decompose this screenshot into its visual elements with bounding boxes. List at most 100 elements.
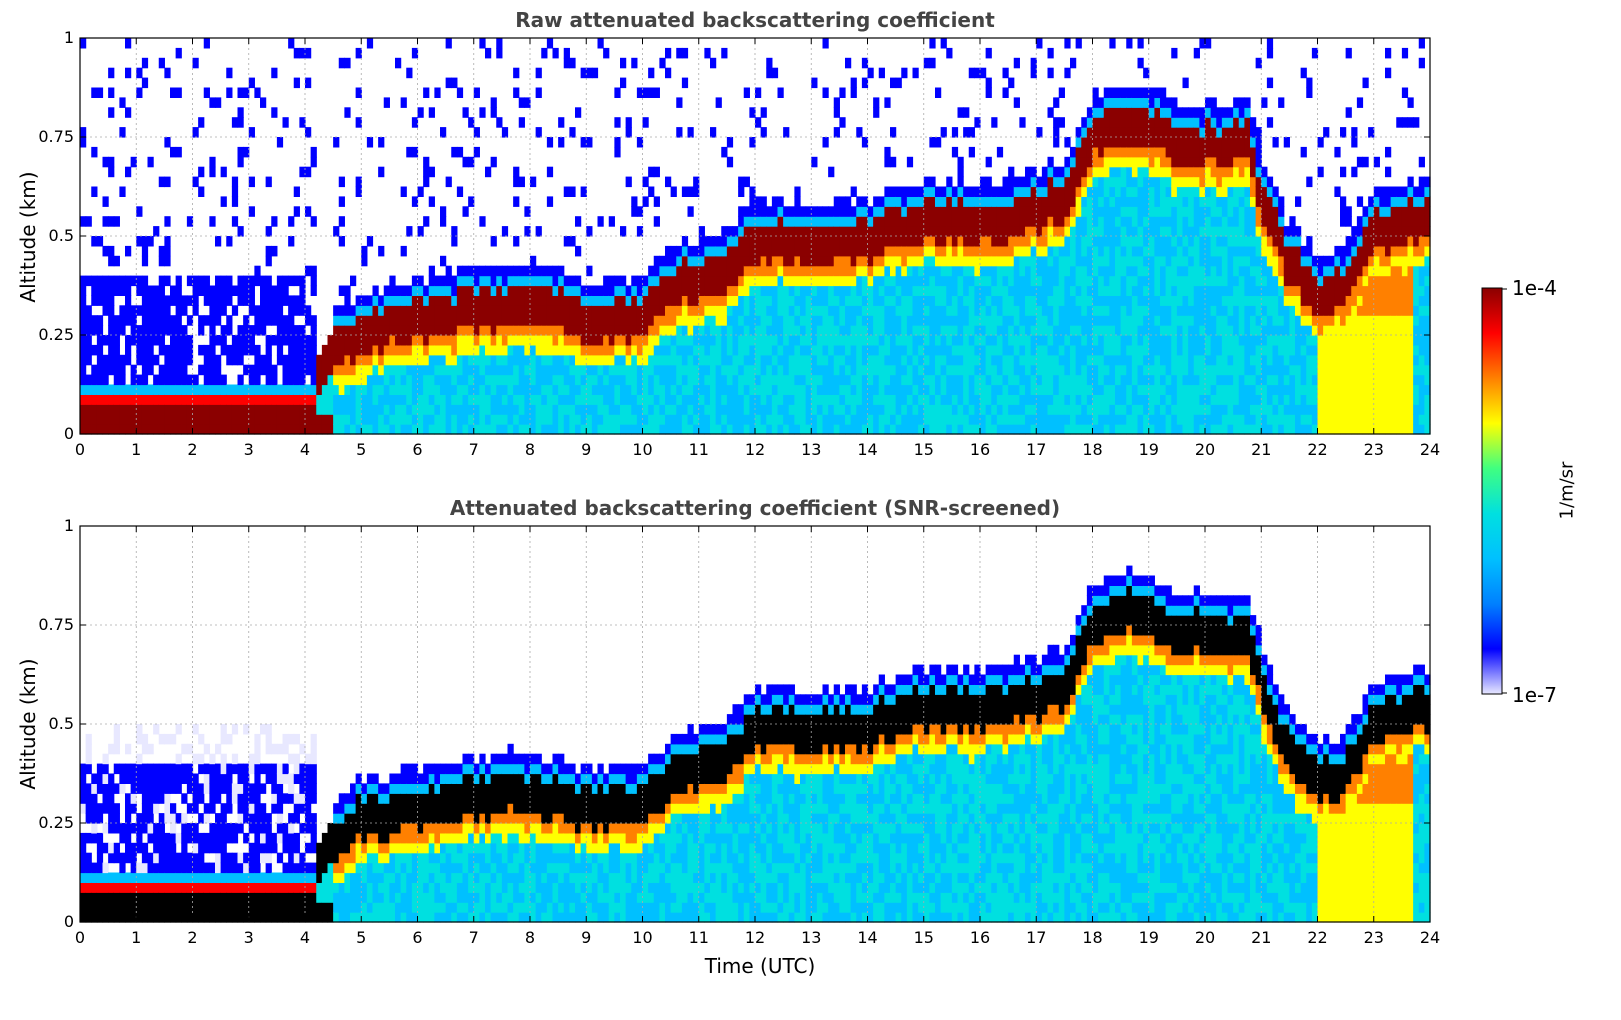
heatmap-cell	[445, 374, 452, 386]
heatmap-cell	[338, 354, 345, 366]
heatmap-cell	[1227, 107, 1234, 118]
heatmap-cell	[440, 424, 447, 435]
heatmap-cell	[912, 285, 919, 296]
heatmap-cell	[1148, 127, 1155, 138]
bottom-panel-xlabel: Time (UTC)	[704, 954, 816, 978]
heatmap-cell	[681, 364, 689, 376]
heatmap-cell	[485, 265, 492, 277]
heatmap-cell	[186, 216, 194, 227]
heatmap-cell	[1148, 354, 1155, 366]
heatmap-cell	[1002, 335, 1009, 346]
heatmap-cell	[884, 335, 891, 346]
heatmap-cell	[1019, 255, 1026, 267]
heatmap-cell	[580, 295, 587, 306]
heatmap-cell	[805, 285, 812, 296]
heatmap-cell	[462, 265, 469, 277]
heatmap-cell	[1255, 364, 1262, 376]
heatmap-cell	[451, 275, 458, 287]
heatmap-cell	[248, 285, 255, 296]
heatmap-cell	[1115, 196, 1122, 207]
heatmap-cell	[940, 404, 947, 415]
heatmap-cell	[929, 236, 936, 247]
heatmap-cell	[715, 255, 722, 267]
heatmap-cell	[203, 285, 210, 296]
heatmap-cell	[558, 285, 565, 296]
heatmap-cell	[1131, 206, 1139, 217]
heatmap-cell	[980, 67, 987, 79]
heatmap-cell	[372, 295, 379, 306]
heatmap-cell	[1126, 384, 1133, 395]
heatmap-cell	[1165, 394, 1172, 405]
heatmap-cell	[1070, 335, 1077, 346]
heatmap-cell	[771, 335, 779, 346]
heatmap-cell	[181, 374, 188, 386]
heatmap-cell	[822, 137, 829, 148]
heatmap-cell	[1182, 245, 1189, 257]
heatmap-cell	[147, 236, 154, 247]
heatmap-cell	[648, 186, 655, 197]
heatmap-cell	[271, 315, 278, 326]
heatmap-cell	[400, 414, 407, 425]
heatmap-cell	[226, 394, 233, 405]
heatmap-cell	[923, 226, 930, 237]
heatmap-cell	[198, 315, 205, 326]
heatmap-cell	[113, 344, 120, 356]
x-tick-label: 3	[243, 928, 254, 947]
heatmap-cell	[1244, 354, 1251, 366]
heatmap-cell	[395, 57, 402, 69]
heatmap-cell	[1013, 265, 1020, 277]
x-tick-label: 24	[1419, 928, 1441, 947]
heatmap-cell	[861, 196, 869, 207]
heatmap-cell	[1103, 414, 1110, 425]
heatmap-cell	[614, 414, 621, 425]
heatmap-cell	[1137, 404, 1144, 415]
heatmap-cell	[1030, 344, 1037, 356]
heatmap-cell	[310, 335, 317, 346]
heatmap-cell	[479, 295, 486, 306]
heatmap-cell	[288, 275, 295, 287]
heatmap-cell	[760, 335, 767, 346]
heatmap-cell	[755, 226, 762, 237]
heatmap-cell	[693, 374, 700, 386]
heatmap-cell	[355, 335, 362, 346]
heatmap-cell	[1103, 394, 1110, 405]
heatmap-cell	[102, 374, 109, 386]
heatmap-cell	[501, 354, 509, 366]
heatmap-cell	[963, 424, 970, 435]
heatmap-cell	[1098, 206, 1105, 217]
heatmap-cell	[1160, 315, 1167, 326]
heatmap-cell	[428, 374, 435, 386]
heatmap-cell	[1165, 166, 1172, 178]
heatmap-cell	[243, 424, 250, 435]
heatmap-cell	[974, 245, 981, 257]
heatmap-cell	[996, 295, 1004, 306]
heatmap-cell	[164, 245, 171, 257]
heatmap-cell	[923, 255, 930, 267]
heatmap-cell	[816, 354, 824, 366]
heatmap-cell	[732, 325, 739, 336]
heatmap-cell	[541, 374, 548, 386]
heatmap-cell	[299, 335, 306, 346]
heatmap-cell	[951, 335, 959, 346]
heatmap-cell	[1047, 285, 1054, 296]
heatmap-cell	[1193, 206, 1200, 217]
heatmap-cell	[738, 176, 745, 188]
heatmap-cell	[946, 315, 953, 326]
heatmap-cell	[1238, 275, 1245, 287]
heatmap-cell	[816, 245, 824, 257]
heatmap-cell	[608, 384, 615, 395]
heatmap-cell	[732, 295, 739, 306]
heatmap-cell	[1165, 384, 1172, 395]
heatmap-cell	[704, 285, 711, 296]
heatmap-cell	[563, 186, 570, 197]
heatmap-cell	[867, 394, 874, 405]
heatmap-cell	[1047, 255, 1054, 267]
heatmap-cell	[935, 285, 942, 296]
heatmap-cell	[1019, 285, 1026, 296]
heatmap-cell	[1233, 117, 1240, 128]
heatmap-cell	[1137, 255, 1144, 267]
heatmap-cell	[378, 344, 385, 356]
heatmap-cell	[575, 315, 582, 326]
heatmap-cell	[1171, 226, 1178, 237]
heatmap-cell	[929, 265, 936, 277]
